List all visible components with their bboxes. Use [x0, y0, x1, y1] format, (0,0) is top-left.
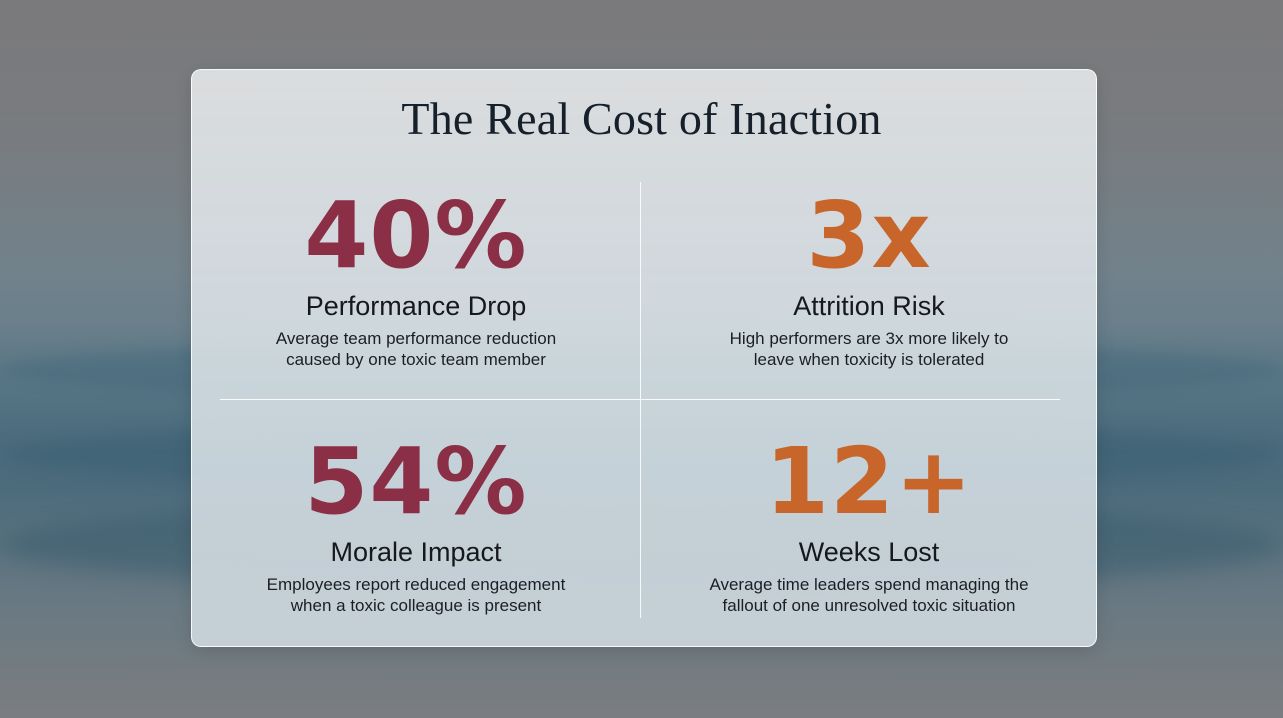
stat-weeks-lost: 12+ Weeks Lost Average time leaders spen… — [659, 432, 1079, 616]
stat-description-line: Employees report reduced engagement — [266, 575, 566, 594]
stat-attrition-risk: 3x Attrition Risk High performers are 3x… — [659, 186, 1079, 370]
stat-morale-impact: 54% Morale Impact Employees report reduc… — [206, 432, 626, 616]
stat-description-line: fallout of one unresolved toxic situatio… — [722, 596, 1016, 615]
stat-value: 12+ — [764, 428, 974, 535]
stat-description-line: leave when toxicity is tolerated — [753, 350, 985, 369]
stat-label: Attrition Risk — [793, 291, 945, 321]
stat-value: 40% — [304, 182, 528, 289]
stat-description-line: High performers are 3x more likely to — [729, 329, 1009, 348]
stat-label: Weeks Lost — [798, 537, 940, 567]
stat-description-line: Average time leaders spend managing the — [709, 575, 1029, 594]
stat-description-line: caused by one toxic team member — [286, 350, 546, 369]
stat-performance-drop: 40% Performance Drop Average team perfor… — [206, 186, 626, 370]
stat-value: 3x — [806, 182, 932, 289]
stat-description: Average team performance reduction cause… — [206, 328, 626, 370]
stat-value: 54% — [304, 428, 528, 535]
vertical-divider — [640, 182, 641, 618]
stat-description-line: when a toxic colleague is present — [290, 596, 542, 615]
stats-card — [191, 69, 1097, 647]
stat-description: High performers are 3x more likely to le… — [659, 328, 1079, 370]
stat-description: Employees report reduced engagement when… — [206, 574, 626, 616]
horizontal-divider — [220, 399, 1060, 400]
stat-description: Average time leaders spend managing the … — [659, 574, 1079, 616]
stat-label: Morale Impact — [330, 537, 502, 567]
stat-label: Performance Drop — [305, 291, 527, 321]
stat-description-line: Average team performance reduction — [275, 329, 557, 348]
slide-title: The Real Cost of Inaction — [401, 93, 882, 144]
